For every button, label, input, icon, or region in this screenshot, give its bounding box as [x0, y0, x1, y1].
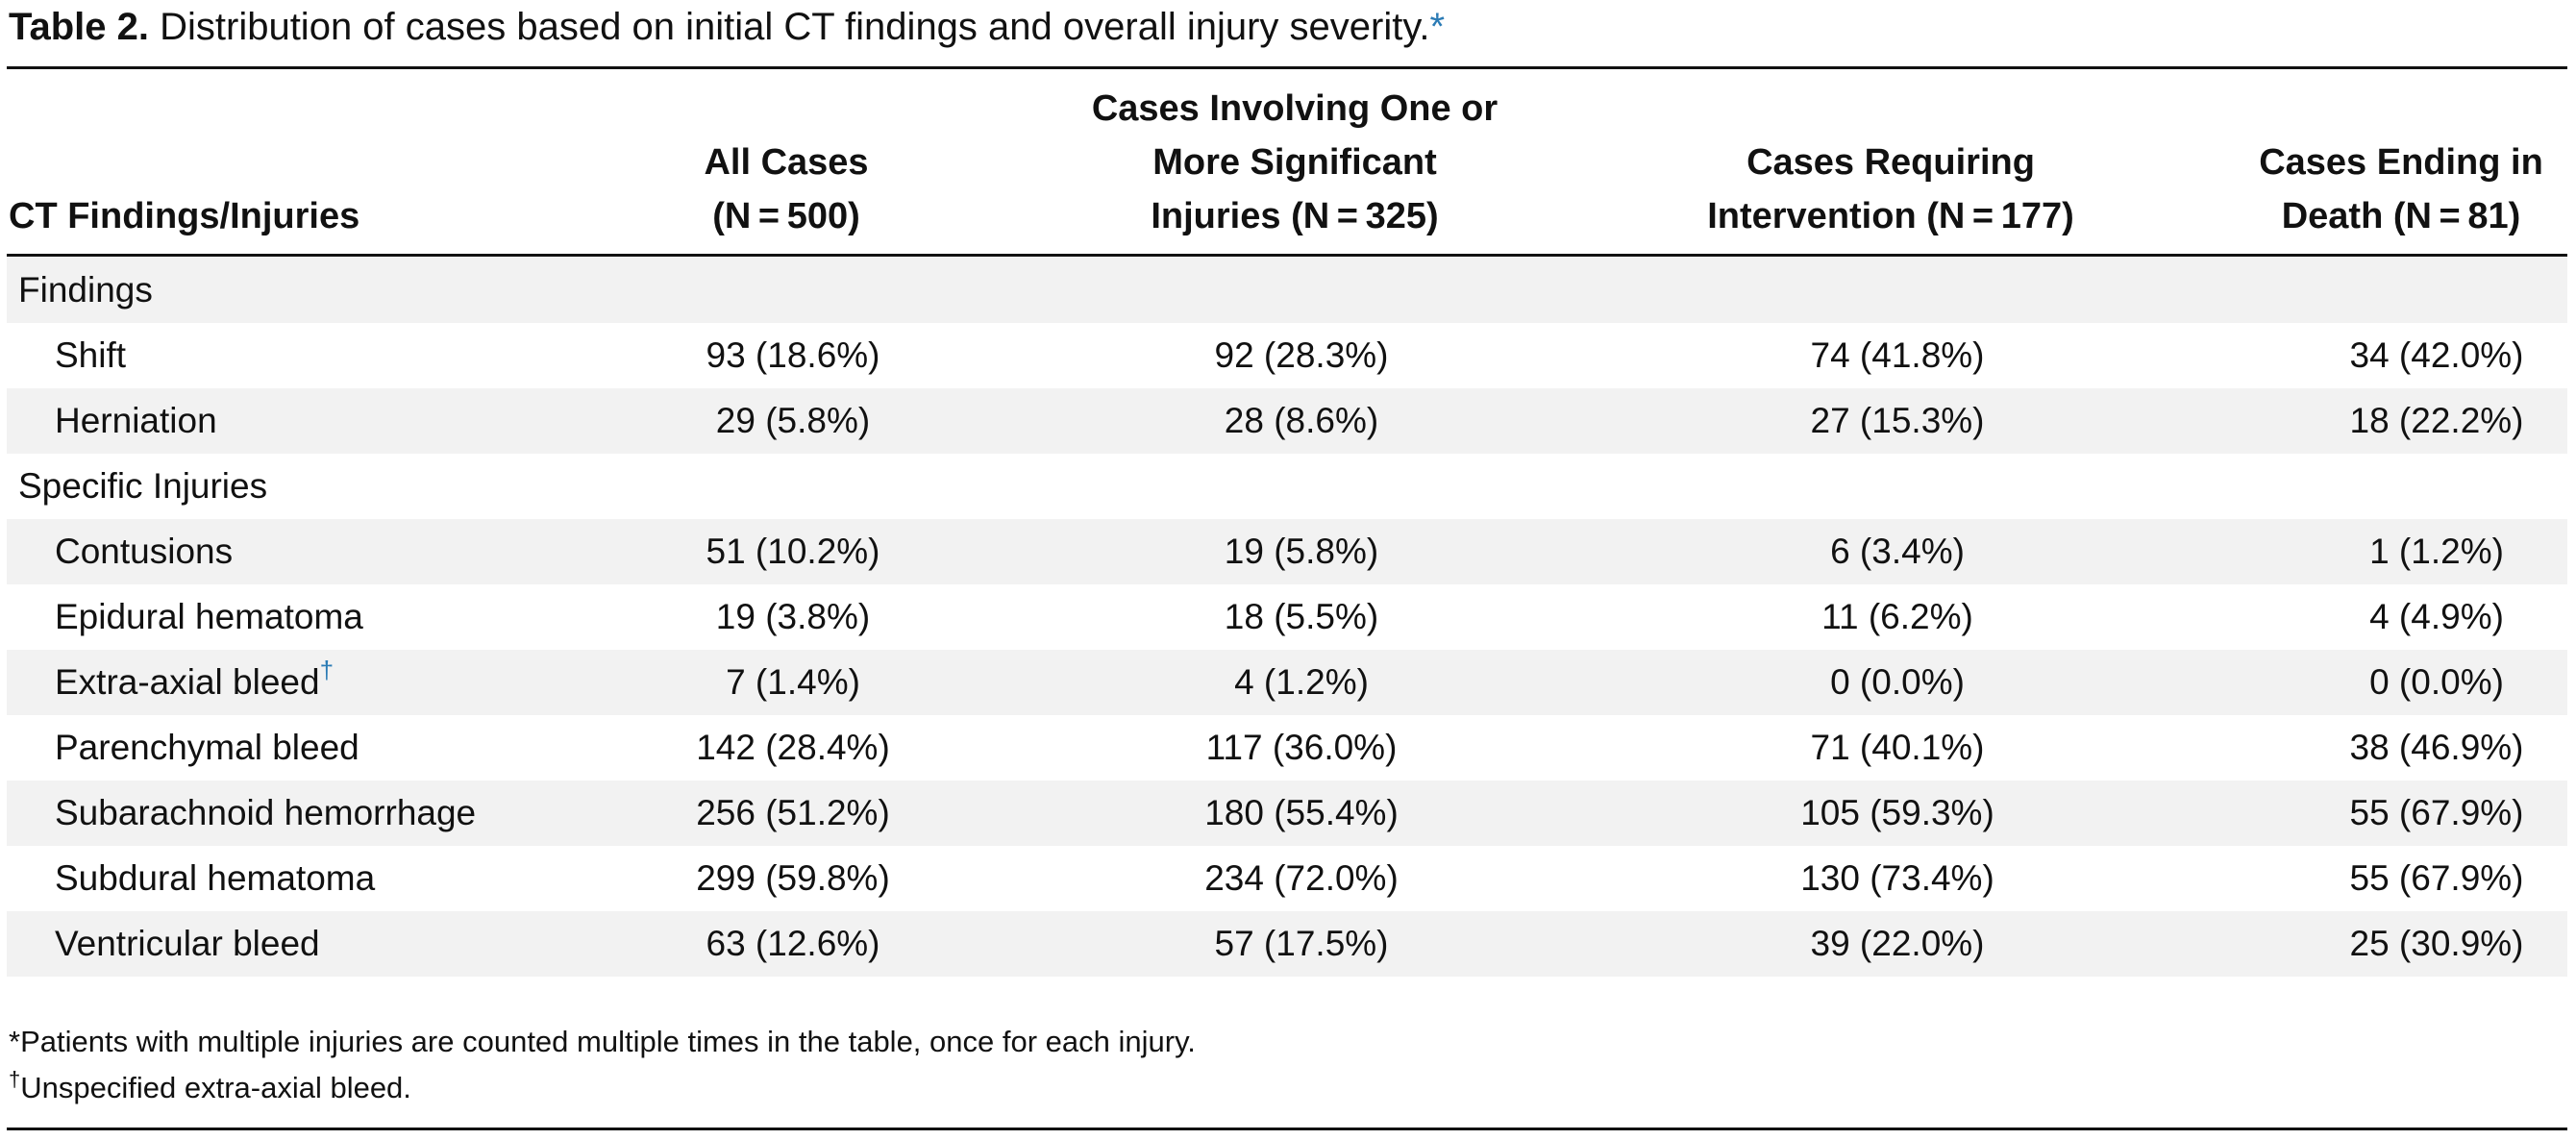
cell-intervention: 27 (15.3%) [1810, 401, 1985, 440]
cell-death: 34 (42.0%) [2349, 335, 2524, 375]
header-all-cases: All Cases (N = 500) [704, 142, 869, 236]
row-label-with-marker: Extra-axial bleed† [55, 650, 334, 715]
title-footnote-marker: * [1429, 6, 1446, 48]
cell-intervention: 11 (6.2%) [1821, 597, 1973, 636]
row-label: Extra-axial bleed [55, 662, 320, 702]
footnote-dagger: †Unspecified extra-axial bleed. [9, 1067, 411, 1105]
cell-intervention: 74 (41.8%) [1810, 335, 1985, 375]
table-row: Subarachnoid hemorrhage 256 (51.2%) 180 … [7, 781, 2567, 846]
cell-all-cases: 93 (18.6%) [706, 335, 880, 375]
row-label: Herniation [55, 401, 217, 440]
row-label: Contusions [55, 532, 234, 571]
table-row: Parenchymal bleed 142 (28.4%) 117 (36.0%… [7, 715, 2567, 781]
header-significant-injuries: Cases Involving One or More Significant … [1091, 88, 1499, 236]
table-row: Extra-axial bleed† 7 (1.4%) 4 (1.2%) 0 (… [7, 650, 2567, 715]
cell-intervention: 39 (22.0%) [1810, 924, 1985, 963]
cell-significant: 18 (5.5%) [1224, 597, 1379, 636]
table-caption: Distribution of cases based on initial C… [160, 6, 1430, 48]
cell-death: 1 (1.2%) [2369, 532, 2504, 571]
cell-significant: 19 (5.8%) [1224, 532, 1379, 571]
header-ct-findings: CT Findings/Injuries [9, 196, 360, 236]
cell-all-cases: 63 (12.6%) [706, 924, 880, 963]
cell-death: 38 (46.9%) [2349, 728, 2524, 767]
table-row: Contusions 51 (10.2%) 19 (5.8%) 6 (3.4%)… [7, 519, 2567, 584]
cell-death: 4 (4.9%) [2369, 597, 2504, 636]
cell-death: 18 (22.2%) [2349, 401, 2524, 440]
cell-all-cases: 142 (28.4%) [696, 728, 890, 767]
cell-all-cases: 7 (1.4%) [726, 662, 860, 702]
cell-significant: 92 (28.3%) [1214, 335, 1389, 375]
cell-death: 25 (30.9%) [2349, 924, 2524, 963]
dagger-marker: † [9, 1067, 21, 1091]
table-title: Table 2. Distribution of cases based on … [9, 6, 1445, 49]
cell-death: 55 (67.9%) [2349, 793, 2524, 832]
cell-significant: 28 (8.6%) [1224, 401, 1379, 440]
cell-significant: 180 (55.4%) [1204, 793, 1399, 832]
cell-significant: 234 (72.0%) [1204, 858, 1399, 898]
cell-intervention: 71 (40.1%) [1810, 728, 1985, 767]
table-row: Ventricular bleed 63 (12.6%) 57 (17.5%) … [7, 911, 2567, 977]
cell-death: 55 (67.9%) [2349, 858, 2524, 898]
row-label: Subarachnoid hemorrhage [55, 793, 477, 832]
cell-intervention: 0 (0.0%) [1830, 662, 1965, 702]
row-label: Shift [55, 335, 127, 375]
table-row: Herniation 29 (5.8%) 28 (8.6%) 27 (15.3%… [7, 388, 2567, 454]
cell-all-cases: 299 (59.8%) [696, 858, 890, 898]
cell-significant: 57 (17.5%) [1214, 924, 1389, 963]
table-row: Epidural hematoma 19 (3.8%) 18 (5.5%) 11… [7, 584, 2567, 650]
cell-all-cases: 29 (5.8%) [715, 401, 871, 440]
row-label: Subdural hematoma [55, 858, 376, 898]
row-label: Epidural hematoma [55, 597, 363, 636]
cell-all-cases: 256 (51.2%) [696, 793, 890, 832]
top-rule [7, 66, 2567, 69]
section-label: Specific Injuries [18, 466, 268, 506]
dagger-footnote-marker: † [319, 656, 334, 684]
cell-all-cases: 51 (10.2%) [706, 532, 880, 571]
footnote-asterisk: *Patients with multiple injuries are cou… [9, 1025, 1196, 1058]
cell-significant: 117 (36.0%) [1205, 728, 1398, 767]
cell-intervention: 6 (3.4%) [1830, 532, 1965, 571]
section-label: Findings [18, 270, 153, 310]
table-row: Subdural hematoma 299 (59.8%) 234 (72.0%… [7, 846, 2567, 911]
table-number: Table 2. [9, 6, 149, 48]
cell-all-cases: 19 (3.8%) [715, 597, 871, 636]
header-requiring-intervention: Cases Requiring Intervention (N = 177) [1707, 142, 2074, 236]
header-rule [7, 254, 2567, 257]
cell-intervention: 105 (59.3%) [1800, 793, 1994, 832]
header-ending-in-death: Cases Ending in Death (N = 81) [2259, 142, 2543, 236]
bottom-rule [7, 1128, 2567, 1130]
section-row-specific-injuries: Specific Injuries [7, 454, 2567, 519]
table-row: Shift 93 (18.6%) 92 (28.3%) 74 (41.8%) 3… [7, 323, 2567, 388]
cell-death: 0 (0.0%) [2369, 662, 2504, 702]
row-label: Ventricular bleed [55, 924, 320, 963]
cell-significant: 4 (1.2%) [1234, 662, 1369, 702]
row-label: Parenchymal bleed [55, 728, 359, 767]
cell-intervention: 130 (73.4%) [1800, 858, 1994, 898]
section-row-findings: Findings [7, 258, 2567, 323]
